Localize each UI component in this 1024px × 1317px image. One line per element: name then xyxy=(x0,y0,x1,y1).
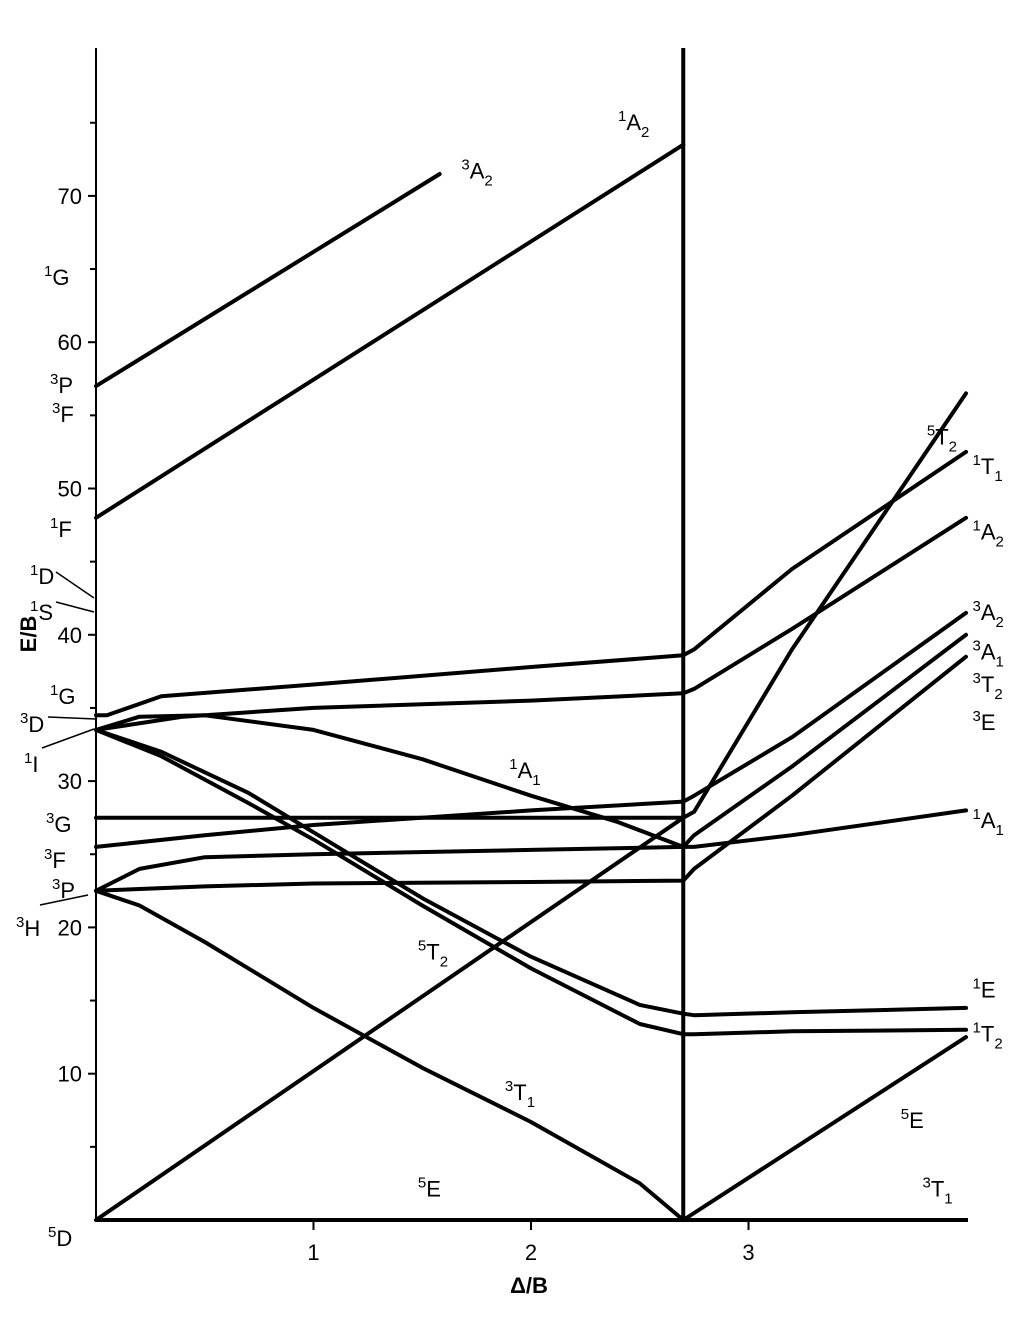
x-tick-label: 3 xyxy=(742,1240,754,1265)
leader-line xyxy=(41,728,95,749)
y-tick-label: 60 xyxy=(58,330,82,355)
state-label: 1A2 xyxy=(973,518,1004,551)
free-ion-term-label: 1S xyxy=(30,598,53,625)
state-label: 1A1 xyxy=(973,806,1004,839)
y-tick-label: 10 xyxy=(58,1062,82,1087)
state-label: 1T1 xyxy=(973,452,1003,485)
state-labels: 1G3P3F1F1D1S1G3D1I3G3F3P3H5D3A21A25T21T1… xyxy=(16,108,1004,1251)
state-label: 1A2 xyxy=(618,108,649,141)
energy-curve-1 xyxy=(94,142,686,520)
energy-curve-13 xyxy=(681,1035,968,1222)
energy-curve-12 xyxy=(94,888,686,1222)
leader-line xyxy=(39,894,89,906)
state-label: 1T2 xyxy=(973,1020,1003,1053)
state-label: 3T1 xyxy=(923,1175,953,1208)
energy-curve-9 xyxy=(94,391,968,1222)
free-ion-term-label: 1G xyxy=(50,682,75,709)
y-tick-label: 50 xyxy=(58,477,82,502)
leader-line xyxy=(47,716,97,720)
state-label: 5T2 xyxy=(927,423,957,456)
axes: 10 20 30 40 50 60 70 1 2 3 xyxy=(58,48,968,1265)
free-ion-term-label: 1D xyxy=(30,562,54,589)
x-tick-label: 1 xyxy=(307,1240,319,1265)
state-label: 1E xyxy=(973,976,996,1003)
free-ion-term-label: 1I xyxy=(24,750,38,777)
energy-curve-6 xyxy=(94,610,968,849)
state-label: 3T1 xyxy=(505,1078,535,1111)
state-label: 3A2 xyxy=(973,598,1004,631)
free-ion-term-label: 5D xyxy=(48,1224,72,1251)
energy-curve-2 xyxy=(94,449,968,718)
state-label: 5T2 xyxy=(418,938,448,971)
state-label: 5E xyxy=(901,1106,924,1133)
free-ion-term-label: 3P xyxy=(50,371,73,398)
energy-curve-11 xyxy=(94,727,968,1037)
energy-curve-8 xyxy=(94,654,968,893)
leader-line xyxy=(55,571,95,599)
energy-curve-10 xyxy=(94,727,968,1018)
free-ion-term-label: 1F xyxy=(50,515,72,542)
y-tick-label: 20 xyxy=(58,915,82,940)
y-tick-label: 40 xyxy=(58,623,82,648)
state-label: 1A1 xyxy=(509,756,540,789)
energy-curve-0 xyxy=(94,172,442,389)
free-ion-term-label: 3P xyxy=(52,876,75,903)
free-ion-term-label: 3G xyxy=(46,810,71,837)
energy-curve-3 xyxy=(94,515,968,732)
leader-line xyxy=(55,601,95,613)
free-ion-term-label: 3F xyxy=(52,400,74,427)
y-tick-label: 30 xyxy=(58,769,82,794)
energy-curve-7 xyxy=(94,632,968,893)
state-label: 5E xyxy=(418,1175,441,1202)
y-axis-label: E/B xyxy=(16,616,41,653)
x-tick-label: 2 xyxy=(525,1240,537,1265)
state-label: 3A2 xyxy=(461,156,492,189)
free-ion-term-label: 1G xyxy=(44,263,69,290)
state-label: 3E xyxy=(973,708,996,735)
y-tick-label: 70 xyxy=(58,184,82,209)
x-axis-label: Δ/B xyxy=(510,1273,548,1298)
free-ion-term-label: 3H xyxy=(16,914,40,941)
energy-curves xyxy=(94,142,968,1222)
free-ion-term-label: 3F xyxy=(44,846,66,873)
state-label: 3T2 xyxy=(973,670,1003,703)
free-ion-term-label: 3D xyxy=(20,710,44,737)
state-label: 3A1 xyxy=(973,638,1004,671)
